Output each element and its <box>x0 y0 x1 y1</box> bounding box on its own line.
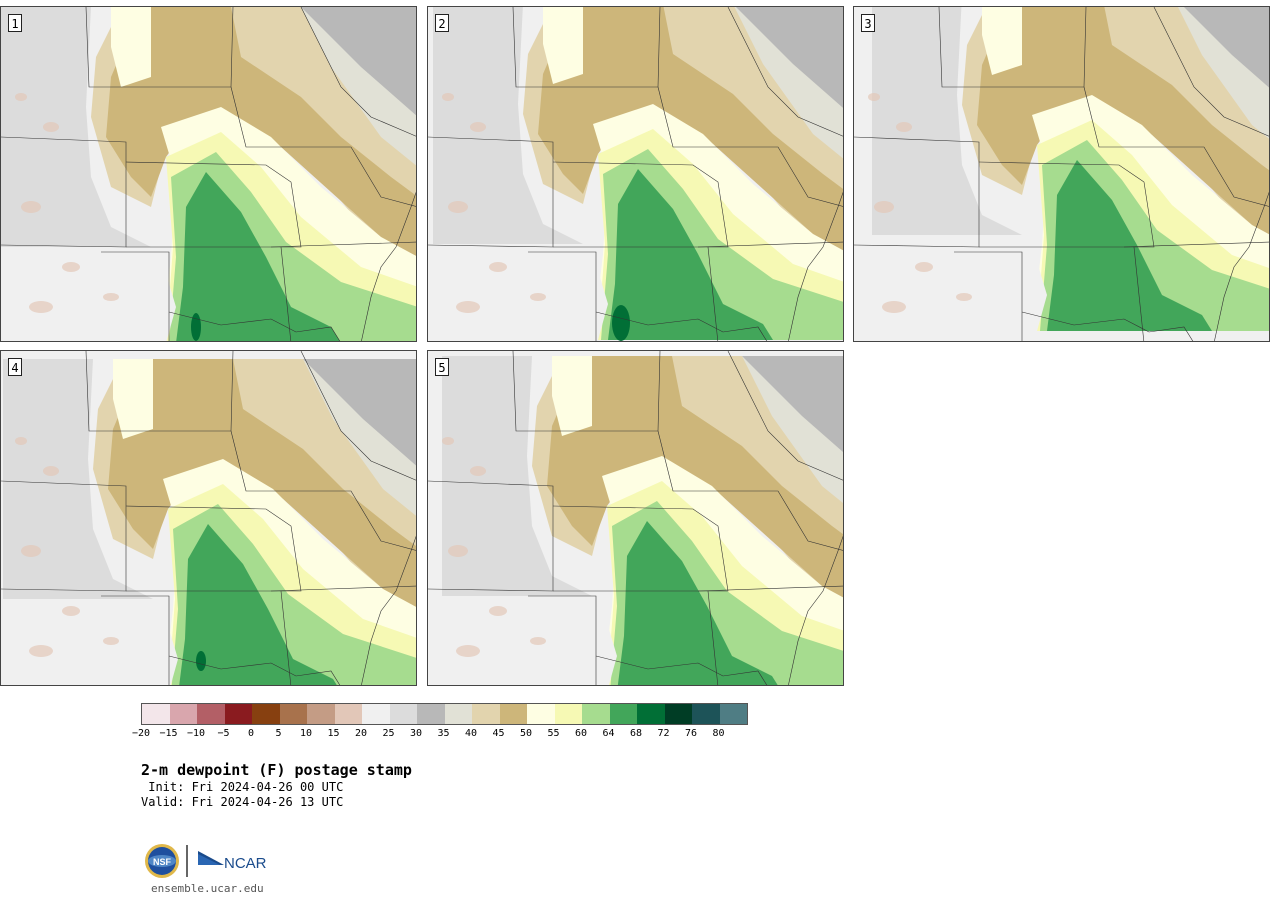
dewpoint-map-1 <box>1 7 416 341</box>
colorbar-tick-label: 10 <box>299 728 313 739</box>
colorbar-tick-label: −10 <box>186 728 206 739</box>
map-panel-5[interactable]: 5 <box>427 350 844 686</box>
colorbar-ticks: −20 −15 −10 −5 0 5 10 15 20 25 30 35 40 45 50 55 60 64 68 7… <box>132 724 761 740</box>
colorbar-tick-label: −5 <box>217 728 230 739</box>
colorbar-swatch <box>279 704 307 724</box>
panel-number-2: 2 <box>435 14 449 32</box>
website-link[interactable]: ensemble.ucar.edu <box>151 882 264 895</box>
map-panel-4[interactable]: 4 <box>0 350 417 686</box>
colorbar-tick-label: 72 <box>657 728 670 739</box>
svg-text:NSF: NSF <box>153 857 172 867</box>
colorbar-swatch <box>609 704 637 724</box>
colorbar-tick-label: 5 <box>275 728 282 739</box>
logos: NSF NCAR <box>144 843 284 879</box>
colorbar-tick-label: 20 <box>354 728 368 739</box>
colorbar-tick-label: 30 <box>409 728 423 739</box>
map-panel-2[interactable]: 2 <box>427 6 844 342</box>
colorbar-tick-label: 0 <box>247 728 255 739</box>
colorbar-swatch <box>362 704 390 724</box>
colorbar-swatch <box>719 704 747 724</box>
panel-number-3: 3 <box>861 14 875 32</box>
figure-title: 2-m dewpoint (F) postage stamp <box>141 761 412 779</box>
colorbar-swatch <box>389 704 417 724</box>
dewpoint-map-2 <box>428 7 843 341</box>
colorbar-swatch <box>664 704 692 724</box>
colorbar-swatch <box>169 704 197 724</box>
colorbar-tick-label: 60 <box>574 728 588 739</box>
dewpoint-map-3 <box>854 7 1269 341</box>
panel-number-5: 5 <box>435 358 449 376</box>
valid-time: Valid: Fri 2024-04-26 13 UTC <box>141 795 344 809</box>
colorbar-tick-label: 80 <box>712 728 725 739</box>
colorbar-tick-label: 68 <box>629 728 643 739</box>
panel-number-1: 1 <box>8 14 22 32</box>
colorbar-swatch <box>224 704 252 724</box>
colorbar-tick-label: 45 <box>492 728 505 739</box>
colorbar-tick-label: 55 <box>547 728 560 739</box>
colorbar-swatch <box>499 704 527 724</box>
ncar-logo-icon: NCAR <box>198 851 267 872</box>
colorbar-swatch <box>307 704 335 724</box>
colorbar-tick-label: 76 <box>684 728 698 739</box>
colorbar-swatch <box>142 704 170 724</box>
init-time: Init: Fri 2024-04-26 00 UTC <box>141 780 344 794</box>
dewpoint-map-4 <box>1 351 416 685</box>
panel-number-4: 4 <box>8 358 22 376</box>
colorbar-tick-label: 64 <box>602 728 615 739</box>
colorbar-tick-label: −20 <box>131 728 151 739</box>
dewpoint-map-5 <box>428 351 843 685</box>
colorbar-tick-label: −15 <box>159 728 178 739</box>
colorbar <box>141 703 748 725</box>
colorbar-swatch <box>472 704 500 724</box>
colorbar-tick-label: 50 <box>519 728 533 739</box>
colorbar-swatch <box>527 704 555 724</box>
colorbar-tick-label: 25 <box>382 728 395 739</box>
colorbar-swatch <box>582 704 610 724</box>
colorbar-swatch <box>637 704 665 724</box>
colorbar-swatch <box>417 704 445 724</box>
nsf-logo-icon: NSF <box>145 844 179 878</box>
svg-text:NCAR: NCAR <box>224 855 267 872</box>
colorbar-tick-label: 35 <box>437 728 450 739</box>
map-panel-3[interactable]: 3 <box>853 6 1270 342</box>
colorbar-swatch <box>444 704 472 724</box>
colorbar-swatch <box>334 704 362 724</box>
colorbar-tick-label: 40 <box>464 728 478 739</box>
colorbar-swatch <box>197 704 225 724</box>
colorbar-swatch <box>252 704 280 724</box>
map-panel-1[interactable]: 1 <box>0 6 417 342</box>
colorbar-swatch <box>554 704 582 724</box>
colorbar-tick-label: 15 <box>327 728 340 739</box>
colorbar-swatch <box>692 704 720 724</box>
